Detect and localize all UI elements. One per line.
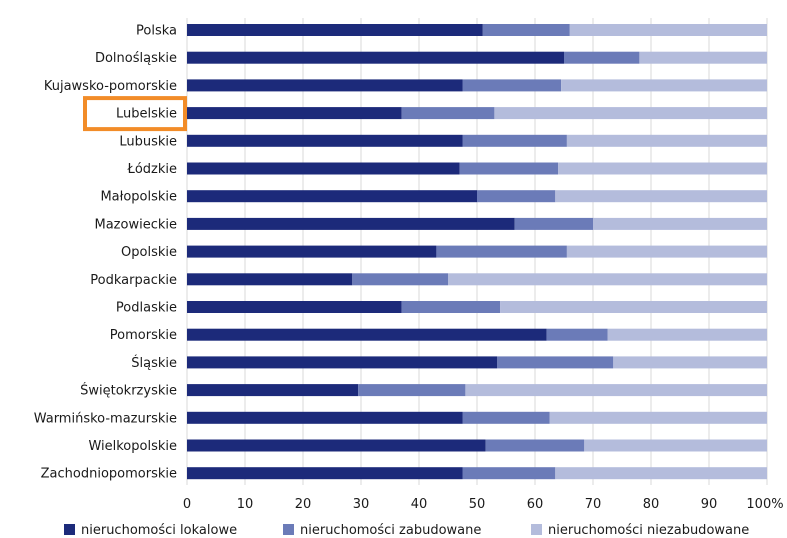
bar-segment [462,134,567,147]
bar-segment [514,217,593,230]
bar-segment [187,301,402,313]
category-label: Warmińsko-mazurskie [34,411,177,426]
bar-segment [584,439,767,452]
category-label: Mazowieckie [95,217,178,232]
category-label: Zachodniopomorskie [41,467,177,482]
category-label: Opolskie [121,245,177,260]
bar-segment [459,162,559,175]
category-label: Dolnośląskie [95,51,177,66]
bar-segment [358,384,466,397]
bar-segment [497,356,614,369]
bar-segment [561,79,767,92]
bar-segment [485,439,585,452]
x-tick-label: 100% [746,497,783,512]
bar-segment [352,273,448,286]
x-axis-ticks: 0 10 20 30 40 50 60 70 80 90 100% [183,497,784,512]
category-label: Lubuskie [119,134,177,149]
bar-segment [187,162,460,175]
legend-swatch [531,524,542,535]
bar-segment [462,411,550,424]
bar-segment [494,107,767,120]
x-tick-label: 70 [585,497,602,512]
category-label: Kujawsko-pomorskie [44,79,177,94]
bar-segment [500,301,767,313]
bar-segment [564,51,640,64]
category-label: Łódzkie [127,162,177,177]
bar-segment [187,411,463,424]
bars [187,24,767,480]
bar-segment [187,439,486,452]
bar-segment [187,328,547,341]
bar-segment [187,51,564,64]
bar-segment [566,245,767,258]
bar-segment [401,301,501,313]
bar-segment [546,328,608,341]
bar-segment [436,245,567,258]
category-label: Podkarpackie [90,273,177,288]
legend-label: nieruchomości zabudowane [300,523,481,538]
bar-segment [462,467,556,480]
category-label: Lubelskie [116,107,177,122]
x-tick-label: 90 [701,497,718,512]
bar-segment [465,384,767,397]
bar-segment [593,217,767,230]
bar-segment [555,467,767,480]
bar-segment [448,273,767,286]
bar-segment [187,245,437,258]
x-tick-label: 80 [643,497,660,512]
x-tick-label: 60 [527,497,544,512]
bar-segment [187,384,359,397]
bar-segment [401,107,495,120]
bar-segment [569,24,767,36]
category-label: Podlaskie [116,301,177,316]
bar-segment [549,411,767,424]
bar-segment [187,467,463,480]
legend: nieruchomości lokalowe nieruchomości zabu… [64,523,749,538]
bar-segment [187,273,353,286]
bar-segment [187,24,483,36]
category-label: Polska [136,24,177,39]
category-label: Świętokrzyskie [80,383,177,399]
bar-segment [477,190,556,203]
bar-segment [639,51,767,64]
x-tick-label: 40 [411,497,428,512]
legend-label: nieruchomości niezabudowane [548,523,749,538]
bar-segment [187,356,498,369]
x-tick-label: 20 [295,497,312,512]
highlight-box [83,96,187,132]
bar-segment [558,162,767,175]
legend-swatch [64,524,75,535]
bar-segment [555,190,767,203]
category-label: Wielkopolskie [88,439,177,454]
bar-segment [462,79,562,92]
category-labels: Polska Dolnośląskie Kujawsko-pomorskie Lube… [34,24,177,482]
bar-segment [187,79,463,92]
bar-segment [187,134,463,147]
x-tick-label: 50 [469,497,486,512]
x-tick-label: 0 [183,497,191,512]
legend-label: nieruchomości lokalowe [81,523,237,538]
category-label: Śląskie [131,355,177,371]
category-label: Pomorskie [110,328,177,343]
bar-segment [187,217,515,230]
legend-swatch [283,524,294,535]
category-label: Małopolskie [100,190,177,205]
bar-segment [607,328,767,341]
x-tick-label: 10 [237,497,254,512]
bar-segment [187,107,402,120]
bar-segment [187,190,477,203]
x-tick-label: 30 [353,497,370,512]
bar-segment [482,24,570,36]
bar-segment [613,356,767,369]
bar-segment [566,134,767,147]
